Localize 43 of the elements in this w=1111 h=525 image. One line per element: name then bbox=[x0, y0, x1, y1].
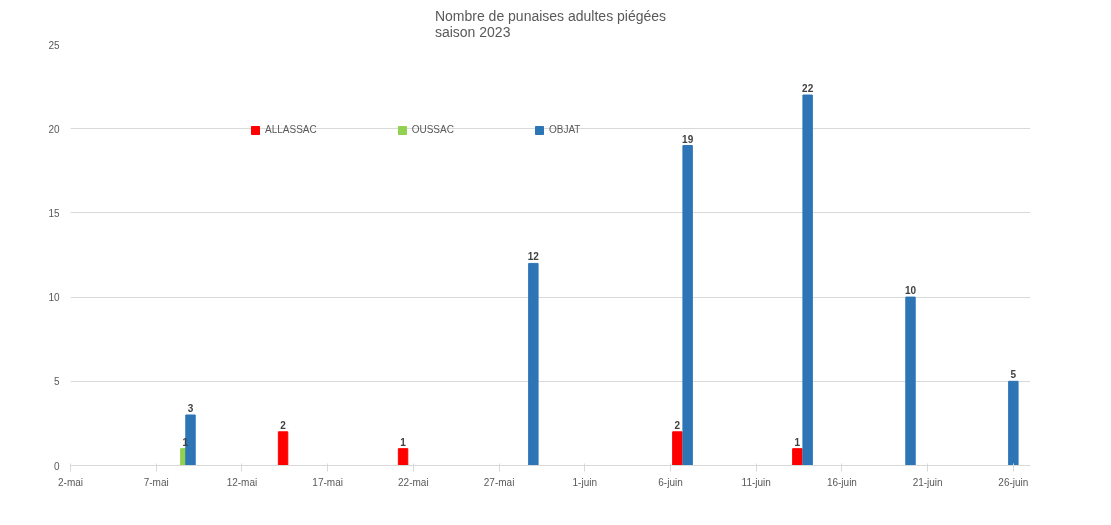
data-label: 12 bbox=[527, 251, 540, 263]
y-tick-label: 25 bbox=[48, 39, 60, 51]
legend-label: OUSSAC bbox=[411, 124, 454, 135]
bar bbox=[682, 145, 693, 466]
y-tick-label: 0 bbox=[53, 460, 60, 472]
y-tick-label: 20 bbox=[48, 123, 60, 135]
data-label: 1 bbox=[794, 436, 801, 448]
data-label: 10 bbox=[904, 285, 917, 297]
x-tick-label: 26-juin bbox=[998, 476, 1029, 488]
x-tick-label: 12-mai bbox=[226, 476, 258, 488]
x-tick-label: 27-mai bbox=[483, 476, 515, 488]
data-label: 19 bbox=[682, 133, 694, 145]
y-tick-label: 5 bbox=[53, 376, 60, 388]
bar bbox=[528, 262, 539, 466]
data-label: 2 bbox=[674, 419, 681, 431]
y-tick-label: 10 bbox=[48, 292, 60, 304]
x-tick-label: 22-mai bbox=[398, 476, 429, 488]
bar bbox=[185, 414, 196, 466]
bar bbox=[397, 448, 409, 466]
bar bbox=[672, 431, 683, 466]
bar bbox=[1008, 380, 1019, 466]
data-label: 3 bbox=[187, 402, 194, 414]
legend-label: ALLASSAC bbox=[265, 124, 317, 135]
data-label: 5 bbox=[1010, 369, 1017, 381]
x-tick-label: 7-mai bbox=[143, 476, 169, 488]
x-tick-label: 2-mai bbox=[58, 476, 84, 488]
x-tick-label: 11-juin bbox=[741, 476, 771, 488]
bar bbox=[792, 448, 803, 466]
x-tick-label: 17-mai bbox=[312, 476, 343, 488]
chart-title: Nombre de punaises adultes piégées saison 2023 bbox=[434, 7, 667, 40]
bar bbox=[277, 431, 289, 466]
bar bbox=[802, 94, 813, 466]
x-tick-label: 16-juin bbox=[826, 476, 857, 488]
data-label: 22 bbox=[802, 83, 814, 95]
x-tick-label: 1-juin bbox=[572, 476, 598, 488]
y-tick-label: 15 bbox=[48, 207, 60, 219]
x-tick-label: 6-juin bbox=[658, 476, 683, 488]
data-label: 2 bbox=[280, 419, 287, 431]
data-label: 1 bbox=[182, 436, 189, 448]
legend-label: OBJAT bbox=[548, 124, 581, 135]
data-label: 1 bbox=[400, 436, 407, 448]
bar bbox=[905, 296, 916, 466]
x-tick-label: 21-juin bbox=[912, 476, 943, 488]
